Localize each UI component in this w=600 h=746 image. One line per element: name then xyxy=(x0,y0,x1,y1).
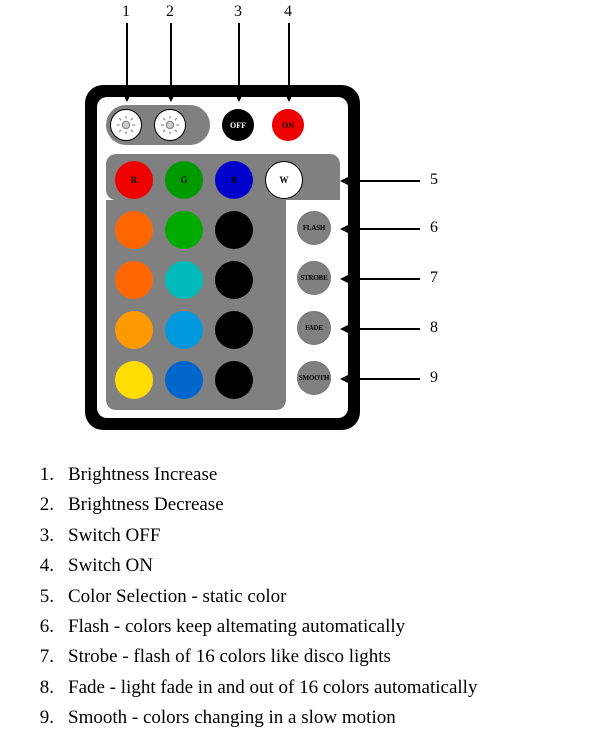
callout-line xyxy=(126,23,128,94)
legend-item: 6.Flash - colors keep altemating automat… xyxy=(20,612,580,642)
color-button[interactable]: W xyxy=(265,161,303,199)
callout-line xyxy=(348,328,420,330)
legend-text: Switch OFF xyxy=(68,521,160,551)
flash-button[interactable]: FLASH xyxy=(297,211,331,245)
callout-line xyxy=(170,23,172,94)
callout-line xyxy=(348,378,420,380)
color-button[interactable] xyxy=(115,311,153,349)
legend-text: Flash - colors keep altemating automatic… xyxy=(68,612,405,642)
legend-number: 9. xyxy=(20,703,68,733)
callout-number: 6 xyxy=(430,219,438,237)
color-button[interactable] xyxy=(215,261,253,299)
arrow-down-icon xyxy=(122,92,132,102)
arrow-down-icon xyxy=(284,92,294,102)
legend-text: Color Selection - static color xyxy=(68,582,286,612)
callout-line xyxy=(238,23,240,94)
legend-number: 5. xyxy=(20,582,68,612)
arrow-left-icon xyxy=(340,374,350,384)
legend-number: 3. xyxy=(20,521,68,551)
legend-item: 3.Switch OFF xyxy=(20,521,580,551)
callout-number: 3 xyxy=(234,3,242,21)
callout-number: 1 xyxy=(122,3,130,21)
color-button[interactable] xyxy=(115,261,153,299)
legend-item: 9.Smooth - colors changing in a slow mot… xyxy=(20,703,580,733)
callout-number: 8 xyxy=(430,319,438,337)
callout-line xyxy=(288,23,290,94)
legend-number: 1. xyxy=(20,460,68,490)
callout-line xyxy=(348,180,420,182)
arrow-left-icon xyxy=(340,176,350,186)
legend-text: Fade - light fade in and out of 16 color… xyxy=(68,673,477,703)
bright-up-button[interactable] xyxy=(110,109,142,141)
arrow-left-icon xyxy=(340,324,350,334)
legend-item: 4.Switch ON xyxy=(20,551,580,581)
legend-item: 7.Strobe - flash of 16 colors like disco… xyxy=(20,642,580,672)
arrow-down-icon xyxy=(234,92,244,102)
legend-item: 2.Brightness Decrease xyxy=(20,490,580,520)
callout-number: 5 xyxy=(430,171,438,189)
on-button[interactable]: ON xyxy=(272,109,304,141)
color-button[interactable] xyxy=(215,311,253,349)
smooth-button[interactable]: SMOOTH xyxy=(297,361,331,395)
color-button[interactable] xyxy=(165,261,203,299)
color-button[interactable] xyxy=(165,361,203,399)
strobe-button[interactable]: STROBE xyxy=(297,261,331,295)
arrow-left-icon xyxy=(340,224,350,234)
color-button[interactable]: G xyxy=(165,161,203,199)
arrow-down-icon xyxy=(166,92,176,102)
legend-text: Strobe - flash of 16 colors like disco l… xyxy=(68,642,391,672)
color-button[interactable] xyxy=(215,361,253,399)
legend-number: 4. xyxy=(20,551,68,581)
color-button[interactable] xyxy=(115,361,153,399)
legend: 1.Brightness Increase2.Brightness Decrea… xyxy=(20,460,580,734)
legend-number: 2. xyxy=(20,490,68,520)
fade-button[interactable]: FADE xyxy=(297,311,331,345)
callout-number: 2 xyxy=(166,3,174,21)
legend-item: 5.Color Selection - static color xyxy=(20,582,580,612)
color-button[interactable] xyxy=(165,311,203,349)
color-button[interactable] xyxy=(215,211,253,249)
color-button[interactable]: B xyxy=(215,161,253,199)
legend-item: 1.Brightness Increase xyxy=(20,460,580,490)
callout-number: 4 xyxy=(284,3,292,21)
legend-text: Brightness Decrease xyxy=(68,490,224,520)
callout-line xyxy=(348,228,420,230)
legend-number: 6. xyxy=(20,612,68,642)
arrow-left-icon xyxy=(340,274,350,284)
callout-number: 9 xyxy=(430,369,438,387)
legend-number: 7. xyxy=(20,642,68,672)
color-button[interactable] xyxy=(165,211,203,249)
color-button[interactable]: R xyxy=(115,161,153,199)
legend-text: Smooth - colors changing in a slow motio… xyxy=(68,703,396,733)
legend-text: Switch ON xyxy=(68,551,153,581)
callout-number: 7 xyxy=(430,269,438,287)
legend-item: 8.Fade - light fade in and out of 16 col… xyxy=(20,673,580,703)
off-button[interactable]: OFF xyxy=(222,109,254,141)
bright-down-button[interactable] xyxy=(154,109,186,141)
legend-text: Brightness Increase xyxy=(68,460,217,490)
color-button[interactable] xyxy=(115,211,153,249)
callout-line xyxy=(348,278,420,280)
legend-number: 8. xyxy=(20,673,68,703)
